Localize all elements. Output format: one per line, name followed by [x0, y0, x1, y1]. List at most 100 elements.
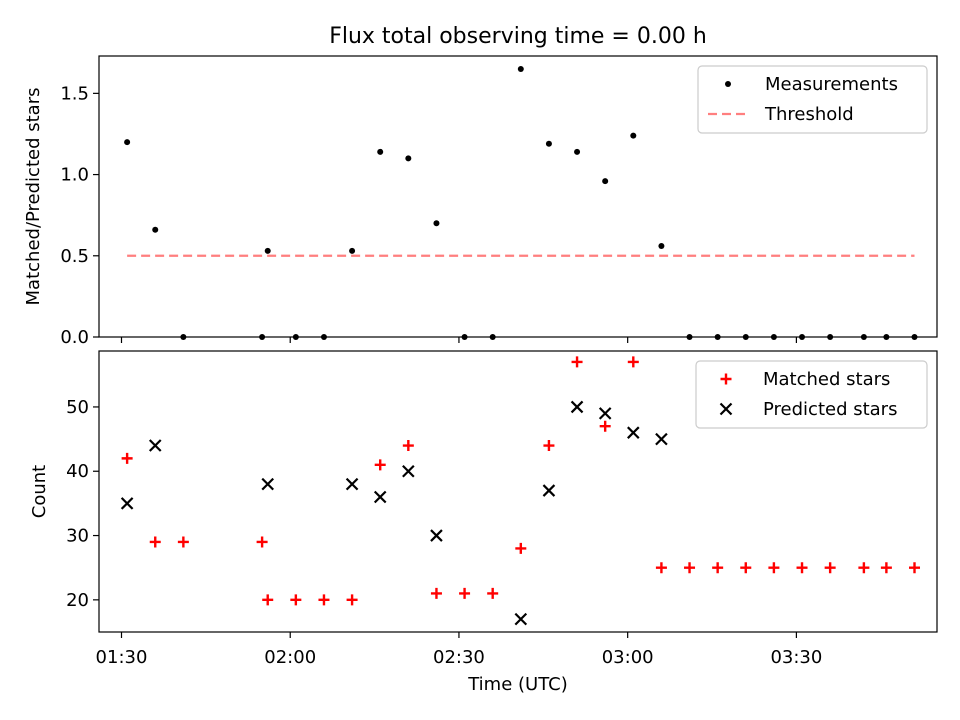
plots: 0.0 0.5 1.0 1.5 Matched/Predicted stars Measu… [23, 55, 938, 668]
data-point [911, 334, 918, 340]
data-point [149, 536, 161, 548]
legend-label: Matched stars [763, 369, 890, 390]
data-point [177, 536, 189, 548]
data-point [124, 139, 131, 146]
data-point [545, 140, 552, 147]
y-tick-label: 1.5 [60, 83, 89, 104]
data-point [571, 356, 583, 368]
data-point [256, 536, 268, 548]
data-point [860, 334, 867, 340]
x-tick-label: 02:00 [264, 647, 316, 668]
x-tick-label: 02:30 [433, 647, 485, 668]
data-point [714, 334, 721, 340]
data-point [827, 334, 834, 340]
data-point [742, 334, 749, 340]
data-point [152, 226, 159, 233]
data-point [799, 334, 806, 340]
data-point [602, 178, 609, 185]
data-point [292, 334, 299, 340]
data-point [909, 562, 921, 574]
data-point [770, 334, 777, 340]
y-tick-label: 0.5 [60, 246, 89, 267]
data-point [489, 334, 496, 340]
data-point [262, 594, 274, 606]
data-point [290, 594, 302, 606]
data-point [627, 426, 640, 439]
data-point [461, 334, 468, 340]
data-point [405, 155, 412, 162]
data-point [686, 334, 693, 340]
y-tick-label: 20 [66, 590, 89, 611]
data-point [598, 407, 612, 420]
x-tick-label: 03:30 [770, 647, 822, 668]
data-point [658, 243, 665, 250]
data-point [796, 562, 808, 574]
y-axis-label: Matched/Predicted stars [23, 88, 44, 306]
legend-swatch [725, 81, 731, 87]
data-point [880, 562, 892, 574]
y-tick-label: 30 [66, 526, 89, 547]
data-point [345, 477, 359, 491]
data-point [543, 440, 555, 452]
y-tick-label: 50 [66, 397, 89, 418]
data-point [148, 439, 162, 452]
data-point [430, 529, 443, 542]
legend-box [697, 65, 928, 134]
data-point [433, 220, 440, 227]
data-point [883, 334, 890, 340]
data-point [373, 490, 387, 504]
data-point [120, 497, 134, 510]
legend-label: Threshold [764, 104, 854, 125]
y-tick-label: 0.0 [60, 327, 89, 348]
data-point [517, 65, 524, 72]
data-point [261, 477, 275, 491]
data-point [487, 587, 499, 599]
data-point [402, 440, 414, 452]
data-point [349, 247, 356, 254]
data-point [121, 452, 133, 464]
data-point [346, 594, 358, 606]
x-tick-label: 03:00 [602, 647, 654, 668]
data-point [630, 132, 637, 139]
data-point [459, 587, 471, 599]
data-point [514, 612, 528, 626]
data-point [515, 542, 527, 554]
data-point [570, 400, 584, 414]
data-point [768, 562, 780, 574]
data-point [318, 594, 330, 606]
x-tick-label: 01:30 [96, 647, 148, 668]
y-axis-label: Count [29, 465, 50, 518]
data-point [374, 459, 386, 471]
data-point [180, 334, 187, 340]
legend-swatch [719, 402, 733, 416]
y-tick-label: 1.0 [60, 165, 89, 186]
data-point [858, 562, 870, 574]
axes-frame [98, 55, 938, 338]
series-matched-stars [121, 356, 921, 606]
series-measurements [124, 65, 918, 340]
series-predicted-stars [120, 400, 668, 626]
data-point [542, 484, 556, 497]
data-point [574, 148, 581, 155]
panel-1: 0.0 0.5 1.0 1.5 Matched/Predicted stars Measu… [23, 55, 938, 348]
data-point [684, 562, 696, 574]
data-point [740, 562, 752, 574]
legend-box [695, 360, 928, 429]
panel-2: 20 30 40 50 01:30 02:00 02:30 03:00 03:30 Count Ma… [29, 350, 938, 668]
legend: Matched stars Predicted stars [695, 360, 928, 429]
data-point [824, 562, 836, 574]
legend-label: Predicted stars [763, 399, 897, 420]
data-point [264, 247, 271, 254]
legend-label: Measurements [765, 74, 898, 95]
data-point [320, 334, 327, 340]
data-point [430, 587, 442, 599]
legend: Measurements Threshold [697, 65, 928, 134]
x-axis-label: Time (UTC) [467, 674, 568, 695]
legend-swatch [720, 373, 732, 385]
data-point [627, 356, 639, 368]
axes-frame [98, 350, 938, 633]
y-tick-label: 40 [66, 461, 89, 482]
data-point [599, 420, 611, 432]
chart-title: Flux total observing time = 0.00 h [329, 24, 707, 49]
